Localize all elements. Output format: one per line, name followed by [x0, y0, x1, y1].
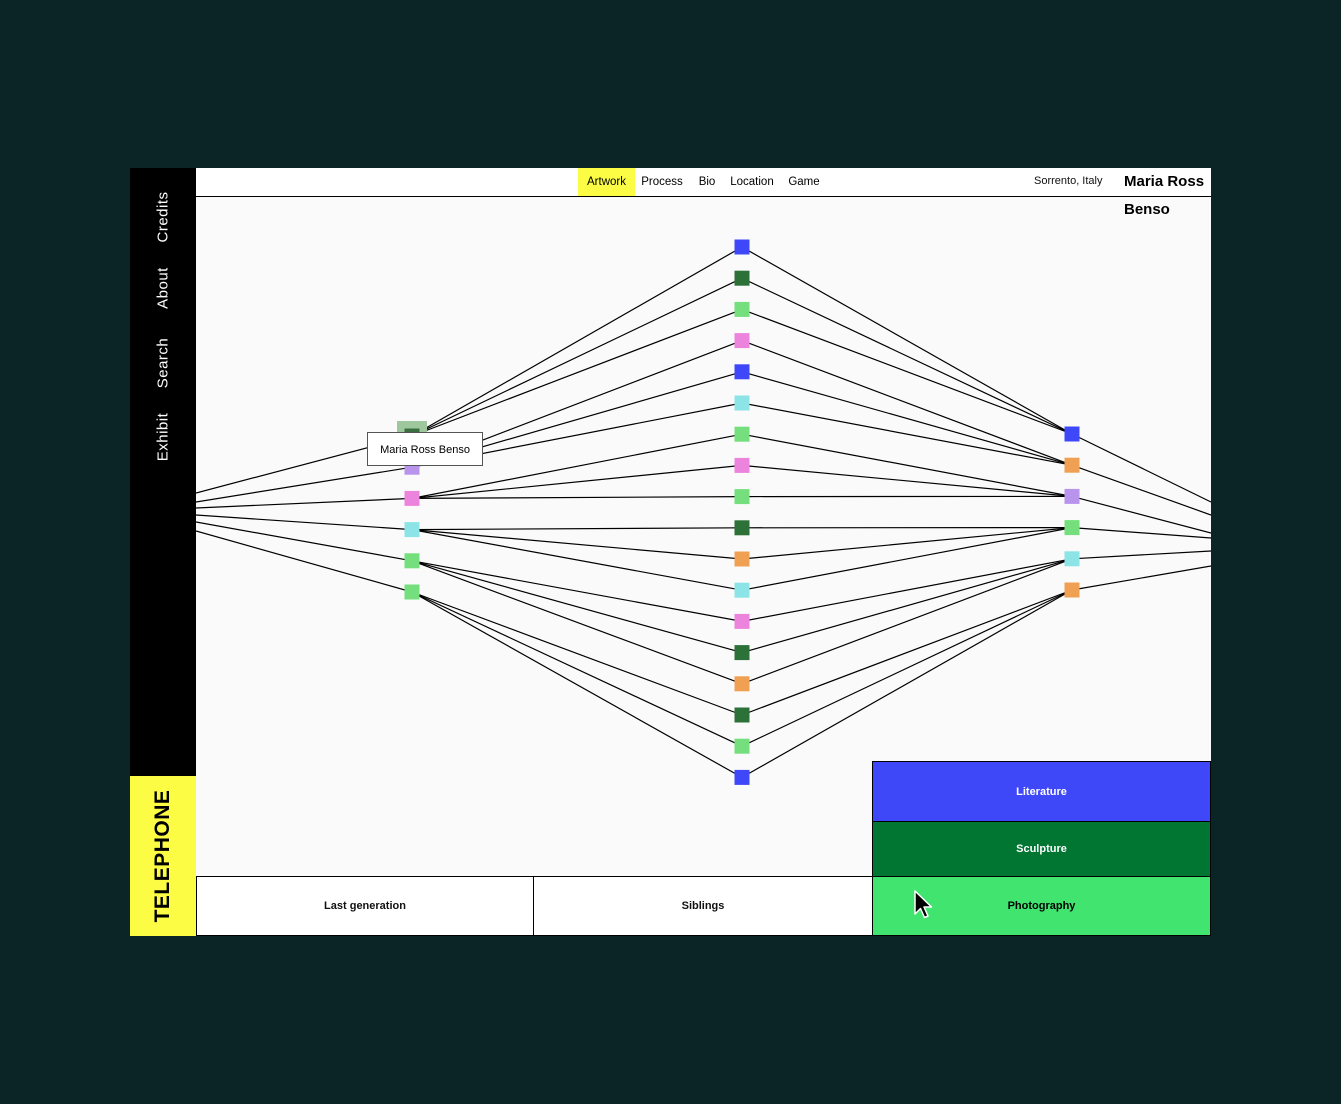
edge-left-center-14: [411, 560, 743, 685]
edge-center-right-3: [741, 340, 1073, 466]
node-right-0[interactable]: [1064, 426, 1080, 442]
lineage-graph-svg: [196, 239, 1211, 785]
node-center-2[interactable]: [734, 301, 750, 317]
node-left-4[interactable]: [404, 553, 420, 569]
edge-left-center-15: [411, 591, 743, 716]
edge-in-1: [196, 466, 413, 503]
tab-process[interactable]: Process: [641, 176, 683, 188]
sidebar: Credits About Search Exhibit TELEPHONE: [130, 168, 196, 936]
node-center-10[interactable]: [734, 551, 750, 567]
edge-out-3: [1071, 527, 1211, 539]
edge-in-4: [196, 521, 413, 562]
tab-game[interactable]: Game: [788, 176, 820, 188]
tab-location[interactable]: Location: [730, 176, 774, 188]
edge-center-right-0: [741, 246, 1073, 435]
node-right-1[interactable]: [1064, 457, 1080, 473]
node-center-5[interactable]: [734, 395, 750, 411]
node-center-0[interactable]: [734, 239, 750, 255]
node-center-7[interactable]: [734, 457, 750, 473]
edge-center-right-2: [741, 308, 1073, 435]
edge-center-right-15: [741, 589, 1073, 716]
category-literature-button[interactable]: Literature: [872, 761, 1211, 822]
brand-logo: TELEPHONE: [151, 789, 174, 923]
node-center-17[interactable]: [734, 769, 750, 785]
edge-out-0: [1071, 433, 1211, 503]
node-right-5[interactable]: [1064, 582, 1080, 598]
node-left-5[interactable]: [404, 584, 420, 600]
edge-in-3: [196, 514, 413, 531]
category-sculpture-button[interactable]: Sculpture: [872, 821, 1211, 877]
top-bar: Artwork Process Bio Location Game Sorren…: [196, 168, 1211, 218]
node-center-4[interactable]: [734, 364, 750, 380]
edge-left-center-16: [411, 591, 743, 747]
edge-left-center-1: [411, 277, 743, 437]
edge-left-center-12: [411, 560, 743, 622]
sidebar-item-exhibit[interactable]: Exhibit: [154, 412, 172, 462]
edge-center-right-14: [741, 558, 1073, 685]
side-nav: Credits About Search Exhibit: [130, 168, 196, 776]
edge-left-center-2: [411, 308, 743, 437]
edge-center-right-13: [741, 558, 1073, 654]
edge-in-5: [196, 530, 413, 593]
node-right-3[interactable]: [1064, 520, 1080, 536]
edge-center-right-5: [741, 402, 1073, 466]
node-left-3[interactable]: [404, 522, 420, 538]
edge-center-right-10: [741, 527, 1073, 560]
edge-center-right-12: [741, 558, 1073, 622]
edge-center-right-6: [741, 433, 1073, 497]
node-right-4[interactable]: [1064, 551, 1080, 567]
lineage-graph: Maria Ross Benso: [196, 197, 1211, 936]
sidebar-item-about[interactable]: About: [154, 267, 172, 309]
edge-left-center-0: [411, 246, 743, 437]
edge-out-1: [1071, 464, 1211, 516]
siblings-button[interactable]: Siblings: [533, 876, 873, 936]
location-label: Sorrento, Italy: [1034, 175, 1103, 187]
edge-center-right-11: [741, 527, 1073, 591]
mouse-cursor-icon: [914, 890, 933, 919]
edge-center-right-16: [741, 589, 1073, 747]
edge-left-center-7: [411, 464, 743, 499]
edge-out-5: [1071, 565, 1211, 591]
edge-left-center-17: [411, 591, 743, 778]
edge-left-center-6: [411, 433, 743, 499]
edge-out-4: [1071, 550, 1211, 560]
edge-left-center-8: [411, 496, 743, 499]
edge-in-2: [196, 497, 413, 509]
node-center-6[interactable]: [734, 426, 750, 442]
tab-artwork[interactable]: Artwork: [578, 168, 635, 196]
artist-name: Maria Ross Benso: [1124, 173, 1205, 218]
node-center-14[interactable]: [734, 676, 750, 692]
brand-block: TELEPHONE: [130, 776, 196, 936]
edge-left-center-11: [411, 529, 743, 591]
edge-center-right-4: [741, 371, 1073, 466]
sidebar-item-credits[interactable]: Credits: [154, 191, 172, 243]
sidebar-item-search[interactable]: Search: [154, 337, 172, 389]
node-center-8[interactable]: [734, 489, 750, 505]
edge-left-center-9: [411, 527, 743, 531]
edge-out-2: [1071, 495, 1211, 534]
node-right-2[interactable]: [1064, 488, 1080, 504]
node-center-3[interactable]: [734, 333, 750, 349]
node-center-13[interactable]: [734, 645, 750, 661]
last-generation-button[interactable]: Last generation: [196, 876, 534, 936]
tab-bio[interactable]: Bio: [698, 176, 716, 188]
node-center-1[interactable]: [734, 270, 750, 286]
edge-left-center-10: [411, 529, 743, 560]
edge-center-right-17: [741, 589, 1073, 778]
node-center-15[interactable]: [734, 707, 750, 723]
node-center-9[interactable]: [734, 520, 750, 536]
node-left-2[interactable]: [404, 490, 420, 506]
node-center-16[interactable]: [734, 738, 750, 754]
node-tooltip: Maria Ross Benso: [367, 432, 483, 466]
edge-center-right-1: [741, 277, 1073, 435]
app-window: Credits About Search Exhibit TELEPHONE A…: [130, 168, 1211, 936]
node-center-12[interactable]: [734, 613, 750, 629]
node-center-11[interactable]: [734, 582, 750, 598]
edge-left-center-13: [411, 560, 743, 654]
edge-center-right-7: [741, 464, 1073, 497]
